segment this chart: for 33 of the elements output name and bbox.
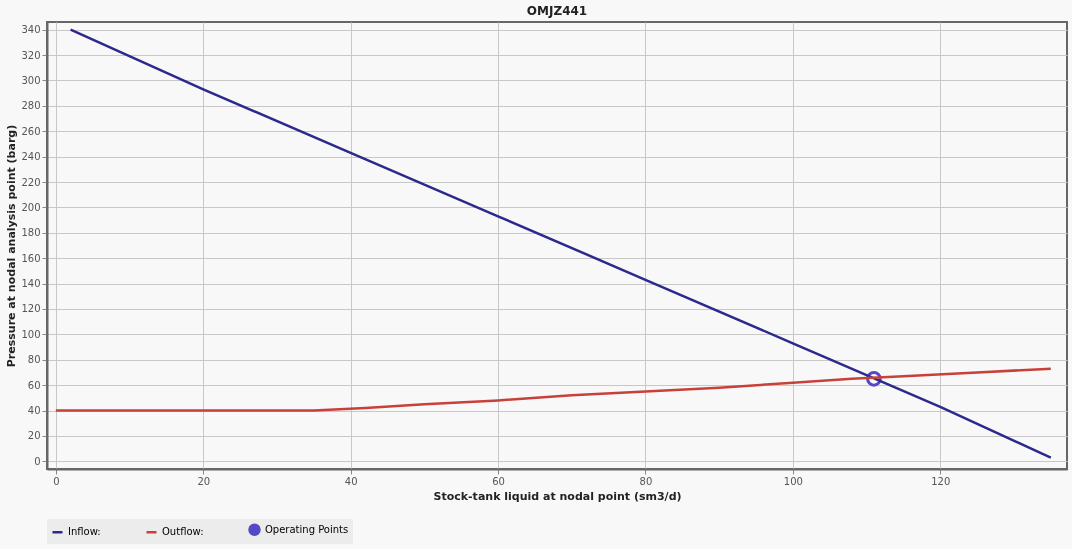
- y-tick-label: 140: [21, 278, 41, 290]
- y-axis-title: Pressure at nodal analysis point (barg): [5, 124, 19, 368]
- y-tick-label: 20: [27, 430, 41, 442]
- y-tick-label: 40: [27, 405, 41, 417]
- y-tick-label: 220: [21, 176, 41, 188]
- y-tick-label: 80: [27, 354, 41, 366]
- y-tick-label: 260: [21, 125, 41, 137]
- legend-label: Inflow:: [68, 526, 101, 538]
- x-tick-label: 100: [783, 475, 803, 487]
- legend-label: Outflow:: [162, 526, 204, 538]
- x-tick-label: 60: [492, 475, 505, 487]
- line-series: [54, 367, 1053, 412]
- x-tick-label: 0: [53, 475, 60, 487]
- y-tick-label: 280: [21, 100, 41, 112]
- y-tick-label: 300: [21, 74, 41, 86]
- x-tick-label: 120: [931, 475, 951, 487]
- y-tick-label: 160: [21, 252, 41, 264]
- y-tick-label: 100: [21, 328, 41, 340]
- y-tick-label: 180: [21, 227, 41, 239]
- chart-title: OMJZ441: [526, 4, 588, 18]
- y-tick-label: 240: [21, 151, 41, 163]
- x-tick-label: 80: [639, 475, 653, 487]
- line-series: [69, 28, 1053, 459]
- y-tick-label: 60: [27, 379, 41, 391]
- y-tick-label: 320: [21, 49, 41, 61]
- y-tick-label: 0: [34, 455, 41, 467]
- x-axis-title: Stock-tank liquid at nodal point (sm3/d): [433, 489, 682, 503]
- x-tick-label: 40: [344, 475, 358, 487]
- y-tick-label: 200: [21, 201, 41, 213]
- y-tick-label: 120: [21, 303, 41, 315]
- y-tick-label: 340: [21, 24, 41, 36]
- legend-label: Operating Points: [265, 523, 349, 535]
- x-tick-label: 20: [197, 475, 211, 487]
